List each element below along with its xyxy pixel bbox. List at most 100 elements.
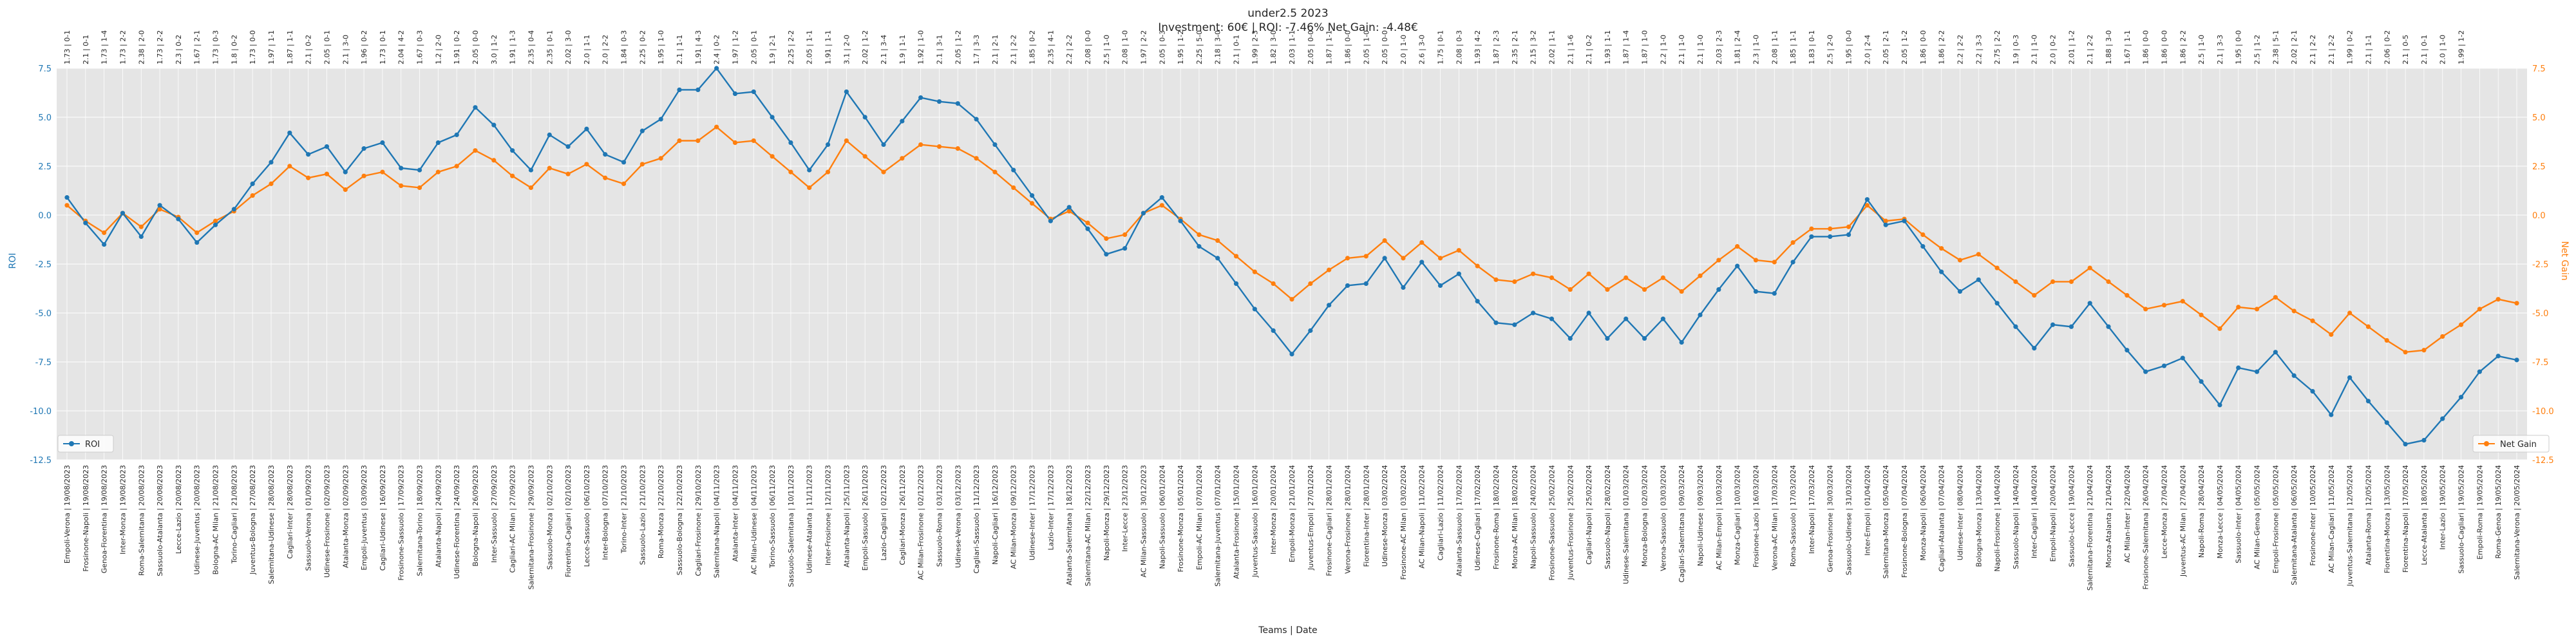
- x-tick-label: Monza-Cagliari | 10/03/2024: [1734, 465, 1742, 565]
- top-tick-label: 2.01 | 1-2: [2067, 30, 2076, 64]
- roi-point: [1976, 277, 1981, 282]
- roi-point: [900, 118, 905, 124]
- x-tick-label: Verona-Frosinone | 28/01/2024: [1343, 465, 1352, 574]
- roi-point: [2161, 363, 2167, 368]
- top-tick-labels: 1.73 | 0-1 2.1 | 0-1 1.73 | 1-4 1.73 | 2-2 2…: [63, 30, 2466, 64]
- top-tick-label: 2.02 | 1-1: [1548, 30, 1556, 64]
- x-tick-label: Empoli-Monza | 21/01/2024: [1288, 465, 1296, 562]
- top-tick-label: 2.1 | 1-6: [1566, 35, 1575, 64]
- top-tick-label: 2.25 | 0-2: [638, 30, 647, 64]
- roi-point: [677, 87, 682, 93]
- x-tick-label: AC Milan-Udinese | 04/11/2023: [750, 465, 758, 574]
- x-tick-label: Sassuolo-Roma | 03/12/2023: [935, 465, 943, 567]
- roi-point: [1679, 340, 1684, 345]
- roi-point: [788, 140, 793, 146]
- x-tick-label: Verona-AC Milan | 17/03/2024: [1770, 465, 1779, 571]
- roi-point: [2125, 348, 2130, 353]
- roi-point: [138, 234, 144, 240]
- right-y-tick-label: 0.0: [2532, 211, 2546, 221]
- x-tick-label: Atalanta-Monza | 02/09/2023: [341, 465, 350, 568]
- x-tick-label: Salernitana-AC Milan | 22/12/2023: [1084, 465, 1092, 586]
- right-y-axis-label: Net Gain: [2559, 241, 2570, 280]
- x-tick-label: Napoli-Sassuolo | 24/02/2024: [1530, 465, 1538, 569]
- right-y-tick-label: -7.5: [2532, 358, 2548, 368]
- top-tick-label: 2.1 | 0-5: [2401, 35, 2410, 64]
- right-y-tick-label: -2.5: [2532, 260, 2548, 270]
- net-gain-point: [603, 175, 608, 180]
- roi-point: [176, 216, 181, 222]
- right-y-tick-label: 5.0: [2532, 113, 2546, 123]
- top-tick-label: 1.73 | 0-3: [212, 30, 220, 64]
- x-tick-label: Inter-Frosinone | 12/11/2023: [824, 465, 833, 565]
- x-tick-label: Salernitana-Udinese | 28/08/2023: [267, 465, 276, 584]
- legend-roi-marker: [69, 441, 74, 446]
- roi-point: [2106, 324, 2111, 329]
- net-gain-point: [1456, 248, 1461, 253]
- top-tick-label: 1.95 | 1-2: [1177, 30, 1185, 64]
- x-tick-label: Inter-Bologna | 07/10/2023: [601, 465, 610, 560]
- roi-point: [1327, 303, 1332, 308]
- top-tick-label: 1.93 | 4-2: [1473, 30, 1482, 64]
- top-tick-label: 2.1 | 0-1: [1233, 35, 1241, 64]
- roi-point: [380, 140, 385, 146]
- x-tick-label: Frosinone-Cagliari | 28/01/2024: [1325, 465, 1334, 576]
- x-tick-label: Inter-Cagliari | 14/04/2024: [2031, 465, 2039, 558]
- roi-point: [1642, 336, 1647, 341]
- net-gain-point: [380, 169, 385, 175]
- x-tick-label: Udinese-Cagliari | 17/02/2024: [1473, 465, 1482, 571]
- roi-point: [1605, 336, 1610, 341]
- net-gain-point: [732, 140, 738, 146]
- x-tick-label: AC Milan-Frosinone | 02/12/2023: [917, 465, 925, 580]
- top-tick-label: 1.9 | 0-3: [2012, 35, 2020, 64]
- top-tick-label: 2.1 | 2-2: [2309, 35, 2317, 64]
- top-tick-label: 2.05 | 0-0: [471, 30, 480, 64]
- net-gain-point: [621, 181, 627, 186]
- right-y-tick-label: -10.0: [2532, 407, 2554, 417]
- roi-point: [1624, 316, 1629, 321]
- roi-point: [547, 132, 552, 137]
- net-gain-point: [788, 169, 793, 175]
- x-tick-label: Udinese-Frosinone | 02/09/2023: [323, 465, 331, 578]
- roi-point: [1345, 283, 1350, 289]
- roi-point: [83, 220, 88, 225]
- net-gain-point: [1567, 287, 1573, 292]
- roi-point: [213, 222, 218, 227]
- net-gain-point: [974, 156, 979, 161]
- chart-subtitle: Investment: 60€ | ROI: -7.46% Net Gain: …: [1158, 21, 1418, 34]
- roi-point: [157, 203, 162, 208]
- roi-point: [955, 101, 960, 106]
- x-tick-label: Genoa-Fiorentina | 19/08/2023: [100, 465, 109, 573]
- x-tick-label: Frosinone-Inter | 10/05/2024: [2309, 465, 2317, 566]
- top-tick-label: 1.67 | 0-3: [416, 30, 424, 64]
- net-gain-point: [2180, 299, 2185, 304]
- x-tick-label: Torino-Sassuolo | 06/11/2023: [768, 465, 777, 569]
- roi-point: [2069, 324, 2074, 329]
- top-tick-label: 2.0 | 1-0: [1399, 35, 1408, 64]
- roi-point: [1215, 256, 1220, 261]
- top-tick-label: 2.38 | 2-0: [137, 30, 146, 64]
- net-gain-point: [881, 169, 886, 175]
- x-tick-label: Empoli-Verona | 19/08/2023: [63, 465, 71, 564]
- net-gain-point: [955, 146, 960, 151]
- top-tick-label: 1.84 | 0-3: [620, 30, 629, 64]
- top-tick-label: 2.05 | 0-1: [323, 30, 331, 64]
- roi-point: [2329, 412, 2334, 417]
- top-tick-label: 2.08 | 1-1: [1770, 30, 1779, 64]
- top-tick-label: 1.8 | 0-2: [230, 35, 238, 64]
- roi-point: [992, 142, 998, 147]
- top-tick-label: 1.82 | 3-0: [1269, 30, 1278, 64]
- roi-point: [1159, 195, 1164, 200]
- roi-point: [1233, 281, 1239, 286]
- net-gain-point: [696, 138, 701, 144]
- left-y-ticks: -12.5 -10.0 -7.5 -5.0 -2.5 0.0 2.5 5.0 7.5: [30, 64, 52, 466]
- net-gain-point: [454, 164, 459, 169]
- top-tick-label: 1.86 | 0-0: [1919, 30, 1927, 64]
- x-tick-label: Bologna-Monza | 13/04/2024: [1975, 465, 1983, 567]
- net-gain-point: [1382, 238, 1387, 243]
- top-tick-label: 1.86 | 0-0: [1343, 30, 1352, 64]
- net-gain-point: [1809, 226, 1814, 231]
- x-tick-label: Fiorentina-Monza | 13/05/2024: [2383, 465, 2391, 573]
- top-tick-label: 1.96 | 0-2: [360, 30, 368, 64]
- roi-point: [1660, 316, 1665, 321]
- top-tick-label: 2.5 | 1-2: [2253, 35, 2262, 64]
